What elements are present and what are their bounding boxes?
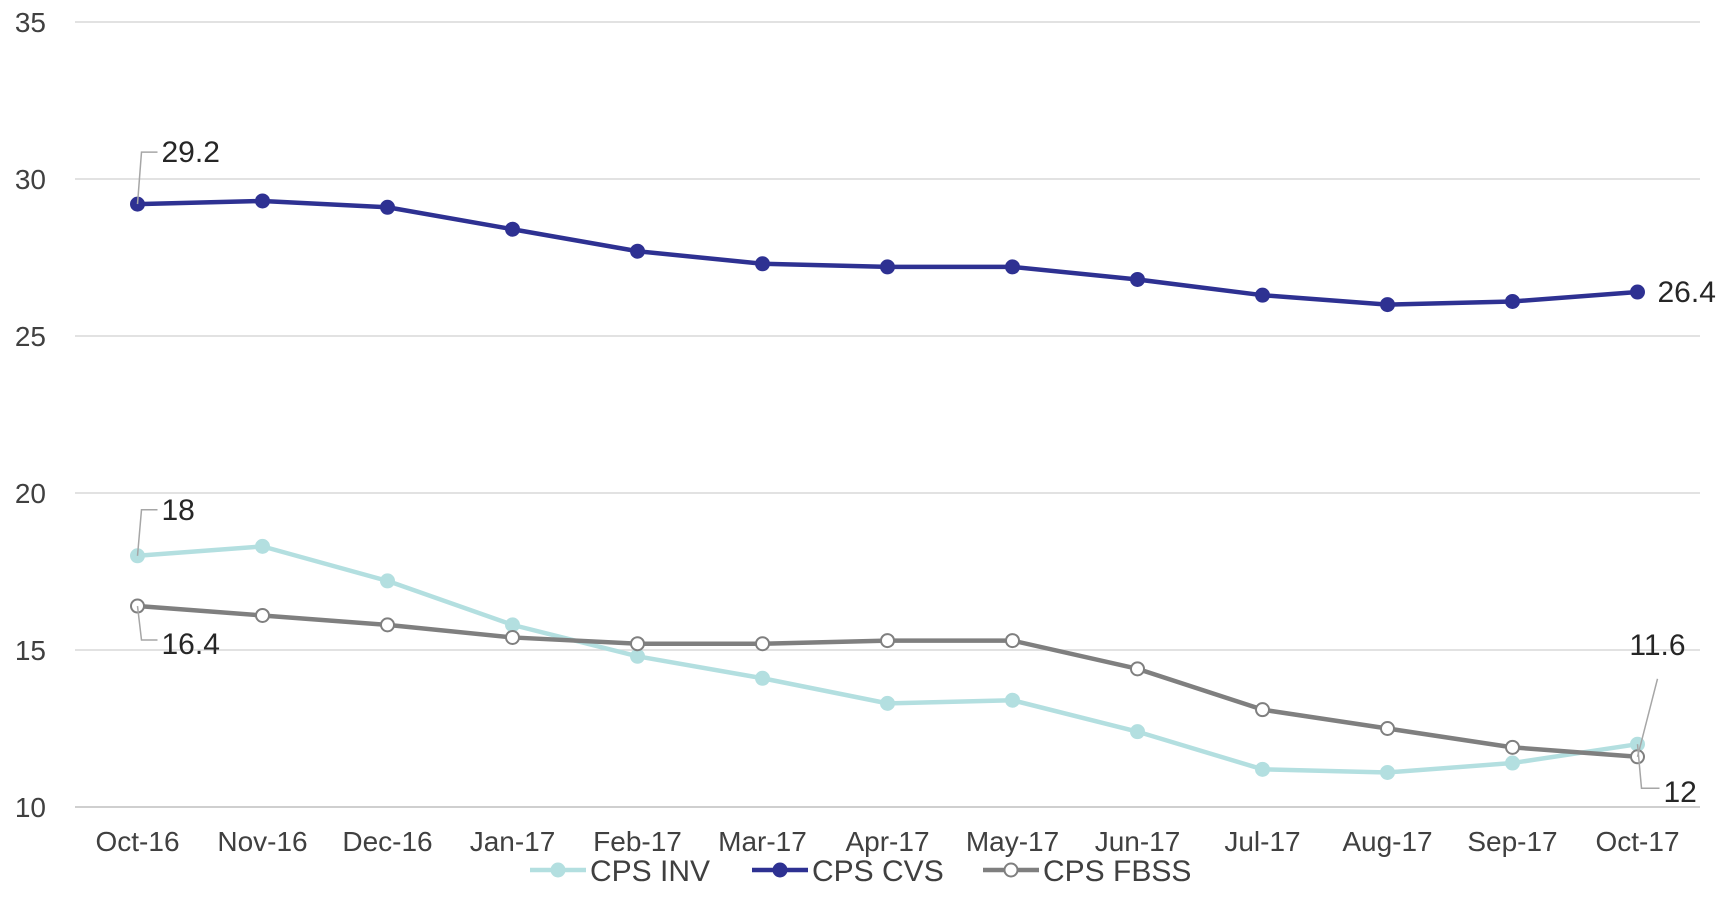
data-point bbox=[880, 633, 895, 649]
x-tick-label: Jan-17 bbox=[470, 826, 556, 857]
y-tick-label: 20 bbox=[15, 478, 46, 509]
data-label: 18 bbox=[162, 494, 195, 527]
data-point bbox=[880, 695, 895, 711]
series-cps-fbss bbox=[130, 598, 1645, 765]
y-tick-label: 10 bbox=[15, 792, 46, 823]
x-tick-label: Aug-17 bbox=[1342, 826, 1432, 857]
data-point bbox=[1130, 661, 1145, 677]
legend-swatch-marker bbox=[550, 862, 566, 878]
y-tick-label: 25 bbox=[15, 321, 46, 352]
y-tick-label: 15 bbox=[15, 635, 46, 666]
leader-line bbox=[1636, 678, 1659, 757]
data-label: 26.4 bbox=[1658, 276, 1716, 309]
data-point bbox=[1505, 739, 1520, 755]
y-tick-label: 30 bbox=[15, 164, 46, 195]
leader-line bbox=[136, 151, 158, 205]
data-point bbox=[505, 221, 520, 237]
legend-swatch-marker bbox=[1003, 862, 1019, 878]
grid-lines bbox=[75, 21, 1700, 651]
data-point bbox=[1005, 633, 1020, 649]
x-tick-label: Jun-17 bbox=[1095, 826, 1181, 857]
data-label: 16.4 bbox=[162, 628, 220, 661]
data-point bbox=[1255, 702, 1270, 718]
data-point bbox=[1255, 761, 1270, 777]
legend-item-cps-inv: CPS INV bbox=[530, 855, 710, 888]
series-cps-inv bbox=[130, 538, 1645, 780]
x-tick-label: Oct-17 bbox=[1595, 826, 1679, 857]
x-tick-label: Jul-17 bbox=[1224, 826, 1300, 857]
leader-line bbox=[136, 509, 158, 556]
legend-item-cps-fbss: CPS FBSS bbox=[983, 855, 1191, 888]
x-tick-label: Oct-16 bbox=[95, 826, 179, 857]
data-point bbox=[630, 636, 645, 652]
series-line bbox=[135, 603, 1640, 760]
data-point bbox=[630, 243, 645, 259]
data-point bbox=[1505, 293, 1520, 309]
series-line bbox=[135, 544, 1640, 775]
data-point bbox=[1130, 724, 1145, 740]
y-tick-label: 35 bbox=[15, 7, 46, 38]
data-labels: 29.2 26.4 18 16.4 11.6 12 bbox=[136, 136, 1716, 809]
data-label: 11.6 bbox=[1629, 629, 1685, 662]
data-point bbox=[380, 617, 395, 633]
data-point bbox=[255, 193, 270, 209]
series-cps-cvs bbox=[130, 193, 1645, 313]
legend-label: CPS CVS bbox=[812, 855, 944, 888]
legend-label: CPS FBSS bbox=[1043, 855, 1191, 888]
x-tick-label: Feb-17 bbox=[593, 826, 682, 857]
data-point bbox=[755, 670, 770, 686]
data-point bbox=[505, 629, 520, 645]
axes: 10 15 20 25 30 35 Oct-16 Nov-16 Dec-16 Jan-17 Feb-… bbox=[15, 7, 1700, 857]
data-point bbox=[1380, 764, 1395, 780]
legend: CPS INV CPS CVS CPS FBSS bbox=[530, 855, 1191, 888]
data-label: 12 bbox=[1664, 776, 1697, 809]
x-tick-label: Nov-16 bbox=[217, 826, 307, 857]
data-point bbox=[1505, 755, 1520, 771]
data-point bbox=[880, 259, 895, 275]
x-tick-label: May-17 bbox=[966, 826, 1059, 857]
series-lines bbox=[130, 193, 1645, 780]
data-point bbox=[1255, 287, 1270, 303]
legend-item-cps-cvs: CPS CVS bbox=[752, 855, 944, 888]
data-point bbox=[380, 199, 395, 215]
data-point bbox=[505, 617, 520, 633]
legend-label: CPS INV bbox=[590, 855, 710, 888]
data-point bbox=[1005, 692, 1020, 708]
x-tick-label: Apr-17 bbox=[845, 826, 929, 857]
data-point bbox=[755, 636, 770, 652]
leader-line bbox=[1636, 744, 1660, 789]
data-point bbox=[1130, 271, 1145, 287]
legend-swatch-marker bbox=[772, 862, 788, 878]
data-point bbox=[1380, 721, 1395, 736]
x-tick-label: Dec-16 bbox=[342, 826, 432, 857]
data-point bbox=[755, 256, 770, 272]
data-point bbox=[255, 538, 270, 554]
data-point bbox=[1005, 259, 1020, 275]
data-point bbox=[255, 607, 270, 623]
data-point bbox=[1380, 297, 1395, 313]
data-point bbox=[630, 648, 645, 664]
data-label: 29.2 bbox=[162, 136, 220, 169]
data-point bbox=[380, 573, 395, 589]
data-point bbox=[1630, 284, 1645, 300]
x-tick-label: Mar-17 bbox=[718, 826, 807, 857]
leader-line bbox=[136, 605, 158, 641]
x-tick-label: Sep-17 bbox=[1467, 826, 1557, 857]
series-line bbox=[135, 198, 1640, 307]
